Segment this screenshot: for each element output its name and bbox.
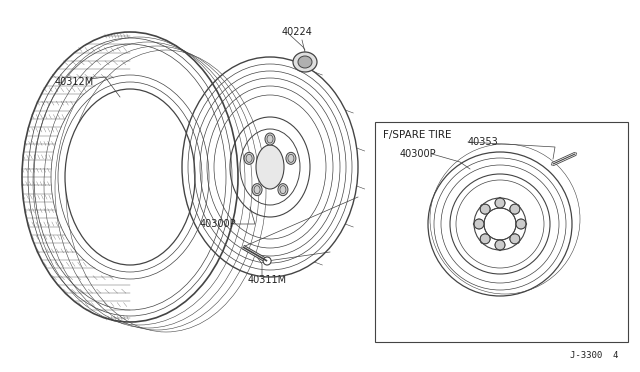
Ellipse shape — [495, 198, 505, 208]
Ellipse shape — [480, 234, 490, 244]
Bar — [375, 122, 628, 342]
Ellipse shape — [65, 89, 195, 265]
Ellipse shape — [265, 133, 275, 145]
Ellipse shape — [516, 219, 526, 229]
Ellipse shape — [244, 153, 254, 164]
Text: J-3300  4: J-3300 4 — [570, 351, 618, 360]
Ellipse shape — [298, 56, 312, 68]
Ellipse shape — [510, 234, 520, 244]
Text: 40224: 40224 — [282, 27, 313, 37]
Text: 40311M: 40311M — [248, 275, 287, 285]
Text: 40353: 40353 — [468, 137, 499, 147]
Ellipse shape — [263, 257, 271, 265]
Ellipse shape — [278, 184, 288, 196]
Text: F/SPARE TIRE: F/SPARE TIRE — [383, 130, 451, 140]
Ellipse shape — [474, 219, 484, 229]
Text: 40312M: 40312M — [55, 77, 94, 87]
Ellipse shape — [480, 204, 490, 214]
Ellipse shape — [293, 52, 317, 72]
Ellipse shape — [252, 184, 262, 196]
Ellipse shape — [256, 145, 284, 189]
Ellipse shape — [495, 240, 505, 250]
Text: 40300P: 40300P — [400, 149, 436, 159]
Text: 40300P: 40300P — [200, 219, 237, 229]
Ellipse shape — [286, 153, 296, 164]
Ellipse shape — [484, 208, 516, 240]
Ellipse shape — [510, 204, 520, 214]
